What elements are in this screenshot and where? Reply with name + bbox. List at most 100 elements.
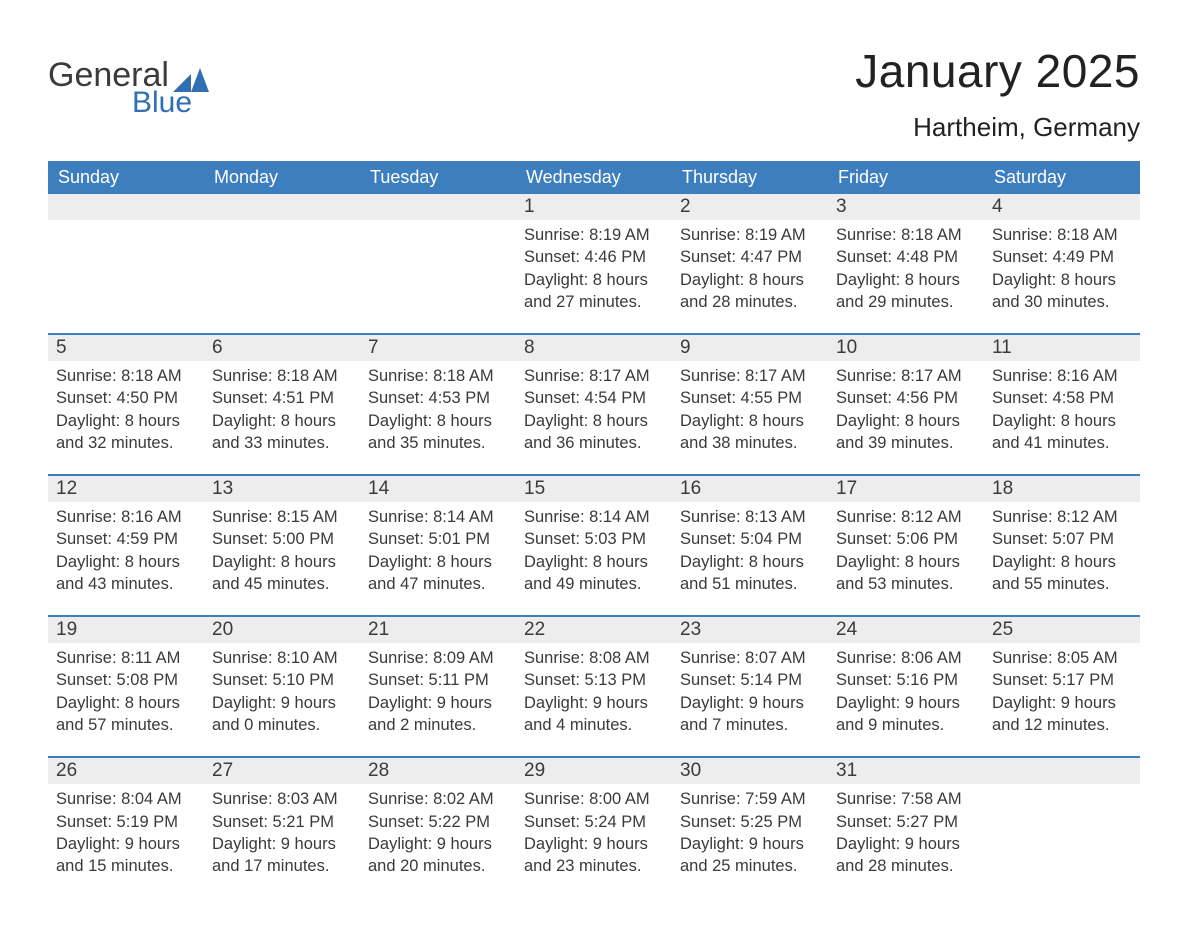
day-number: 31: [828, 758, 984, 784]
page-title: January 2025: [855, 44, 1140, 98]
day-sunrise: Sunrise: 8:18 AM: [368, 365, 508, 387]
day-sunset: Sunset: 5:25 PM: [680, 811, 820, 833]
day-sunrise: Sunrise: 8:09 AM: [368, 647, 508, 669]
day-d2: and 30 minutes.: [992, 291, 1132, 313]
day-number: 26: [48, 758, 204, 784]
day-details: Sunrise: 8:18 AMSunset: 4:51 PMDaylight:…: [204, 361, 360, 454]
day-sunset: Sunset: 5:24 PM: [524, 811, 664, 833]
day-d1: Daylight: 9 hours: [212, 692, 352, 714]
day-number: 5: [48, 335, 204, 361]
day-sunset: Sunset: 5:01 PM: [368, 528, 508, 550]
day-d2: and 20 minutes.: [368, 855, 508, 877]
day-details: Sunrise: 8:15 AMSunset: 5:00 PMDaylight:…: [204, 502, 360, 595]
calendar-day: 25Sunrise: 8:05 AMSunset: 5:17 PMDayligh…: [984, 617, 1140, 744]
title-block: January 2025 Hartheim, Germany: [855, 44, 1140, 143]
day-d1: Daylight: 8 hours: [56, 551, 196, 573]
calendar-day: 22Sunrise: 8:08 AMSunset: 5:13 PMDayligh…: [516, 617, 672, 744]
day-sunset: Sunset: 5:19 PM: [56, 811, 196, 833]
dow-sunday: Sunday: [48, 161, 204, 194]
day-number: 22: [516, 617, 672, 643]
day-d2: and 25 minutes.: [680, 855, 820, 877]
calendar-day: 16Sunrise: 8:13 AMSunset: 5:04 PMDayligh…: [672, 476, 828, 603]
page-header: General Blue January 2025 Hartheim, Germ…: [48, 40, 1140, 143]
calendar-day: 4Sunrise: 8:18 AMSunset: 4:49 PMDaylight…: [984, 194, 1140, 321]
day-d1: Daylight: 9 hours: [56, 833, 196, 855]
calendar-day: 28Sunrise: 8:02 AMSunset: 5:22 PMDayligh…: [360, 758, 516, 885]
day-details: Sunrise: 8:10 AMSunset: 5:10 PMDaylight:…: [204, 643, 360, 736]
calendar-day: 13Sunrise: 8:15 AMSunset: 5:00 PMDayligh…: [204, 476, 360, 603]
day-sunset: Sunset: 5:16 PM: [836, 669, 976, 691]
day-sunset: Sunset: 4:58 PM: [992, 387, 1132, 409]
day-number: [984, 758, 1140, 784]
day-sunset: Sunset: 5:08 PM: [56, 669, 196, 691]
day-d2: and 49 minutes.: [524, 573, 664, 595]
day-sunrise: Sunrise: 8:18 AM: [212, 365, 352, 387]
day-d1: Daylight: 9 hours: [680, 833, 820, 855]
day-sunset: Sunset: 5:10 PM: [212, 669, 352, 691]
day-sunrise: Sunrise: 8:16 AM: [56, 506, 196, 528]
day-details: Sunrise: 8:16 AMSunset: 4:58 PMDaylight:…: [984, 361, 1140, 454]
day-sunset: Sunset: 5:11 PM: [368, 669, 508, 691]
day-d1: Daylight: 9 hours: [524, 833, 664, 855]
day-d2: and 51 minutes.: [680, 573, 820, 595]
calendar-day: 24Sunrise: 8:06 AMSunset: 5:16 PMDayligh…: [828, 617, 984, 744]
dow-tuesday: Tuesday: [360, 161, 516, 194]
calendar-day: 7Sunrise: 8:18 AMSunset: 4:53 PMDaylight…: [360, 335, 516, 462]
day-sunrise: Sunrise: 8:00 AM: [524, 788, 664, 810]
day-number: [204, 194, 360, 220]
day-number: 23: [672, 617, 828, 643]
weeks-container: 1Sunrise: 8:19 AMSunset: 4:46 PMDaylight…: [48, 194, 1140, 885]
day-details: Sunrise: 8:14 AMSunset: 5:01 PMDaylight:…: [360, 502, 516, 595]
day-d1: Daylight: 8 hours: [836, 410, 976, 432]
day-d1: Daylight: 8 hours: [524, 269, 664, 291]
day-d2: and 32 minutes.: [56, 432, 196, 454]
day-number: 14: [360, 476, 516, 502]
day-d2: and 41 minutes.: [992, 432, 1132, 454]
day-d1: Daylight: 8 hours: [56, 410, 196, 432]
day-sunset: Sunset: 5:03 PM: [524, 528, 664, 550]
day-details: Sunrise: 8:13 AMSunset: 5:04 PMDaylight:…: [672, 502, 828, 595]
day-details: Sunrise: 8:18 AMSunset: 4:48 PMDaylight:…: [828, 220, 984, 313]
day-number: 15: [516, 476, 672, 502]
day-d1: Daylight: 9 hours: [680, 692, 820, 714]
day-details: Sunrise: 8:17 AMSunset: 4:56 PMDaylight:…: [828, 361, 984, 454]
calendar-page: General Blue January 2025 Hartheim, Germ…: [0, 0, 1188, 925]
day-d2: and 4 minutes.: [524, 714, 664, 736]
calendar-day: 8Sunrise: 8:17 AMSunset: 4:54 PMDaylight…: [516, 335, 672, 462]
day-number: 29: [516, 758, 672, 784]
day-d2: and 43 minutes.: [56, 573, 196, 595]
day-sunset: Sunset: 4:51 PM: [212, 387, 352, 409]
day-sunset: Sunset: 5:00 PM: [212, 528, 352, 550]
day-d2: and 12 minutes.: [992, 714, 1132, 736]
calendar-week: 26Sunrise: 8:04 AMSunset: 5:19 PMDayligh…: [48, 756, 1140, 885]
calendar-day: 6Sunrise: 8:18 AMSunset: 4:51 PMDaylight…: [204, 335, 360, 462]
calendar-week: 1Sunrise: 8:19 AMSunset: 4:46 PMDaylight…: [48, 194, 1140, 321]
day-sunset: Sunset: 5:06 PM: [836, 528, 976, 550]
location-label: Hartheim, Germany: [855, 112, 1140, 143]
day-sunset: Sunset: 4:54 PM: [524, 387, 664, 409]
day-number: 25: [984, 617, 1140, 643]
day-number: 24: [828, 617, 984, 643]
day-sunset: Sunset: 5:13 PM: [524, 669, 664, 691]
calendar-day: 20Sunrise: 8:10 AMSunset: 5:10 PMDayligh…: [204, 617, 360, 744]
day-sunrise: Sunrise: 8:15 AM: [212, 506, 352, 528]
day-sunrise: Sunrise: 8:14 AM: [524, 506, 664, 528]
day-details: Sunrise: 8:18 AMSunset: 4:50 PMDaylight:…: [48, 361, 204, 454]
day-number: 19: [48, 617, 204, 643]
day-d2: and 47 minutes.: [368, 573, 508, 595]
day-sunrise: Sunrise: 8:17 AM: [836, 365, 976, 387]
day-d2: and 35 minutes.: [368, 432, 508, 454]
day-details: Sunrise: 8:12 AMSunset: 5:06 PMDaylight:…: [828, 502, 984, 595]
day-d1: Daylight: 9 hours: [212, 833, 352, 855]
day-sunset: Sunset: 5:14 PM: [680, 669, 820, 691]
day-d2: and 33 minutes.: [212, 432, 352, 454]
calendar-day: 15Sunrise: 8:14 AMSunset: 5:03 PMDayligh…: [516, 476, 672, 603]
day-d2: and 9 minutes.: [836, 714, 976, 736]
day-d1: Daylight: 8 hours: [836, 269, 976, 291]
dow-wednesday: Wednesday: [516, 161, 672, 194]
calendar-day: 12Sunrise: 8:16 AMSunset: 4:59 PMDayligh…: [48, 476, 204, 603]
day-sunrise: Sunrise: 8:02 AM: [368, 788, 508, 810]
dow-saturday: Saturday: [984, 161, 1140, 194]
day-details: Sunrise: 8:06 AMSunset: 5:16 PMDaylight:…: [828, 643, 984, 736]
day-number: 16: [672, 476, 828, 502]
